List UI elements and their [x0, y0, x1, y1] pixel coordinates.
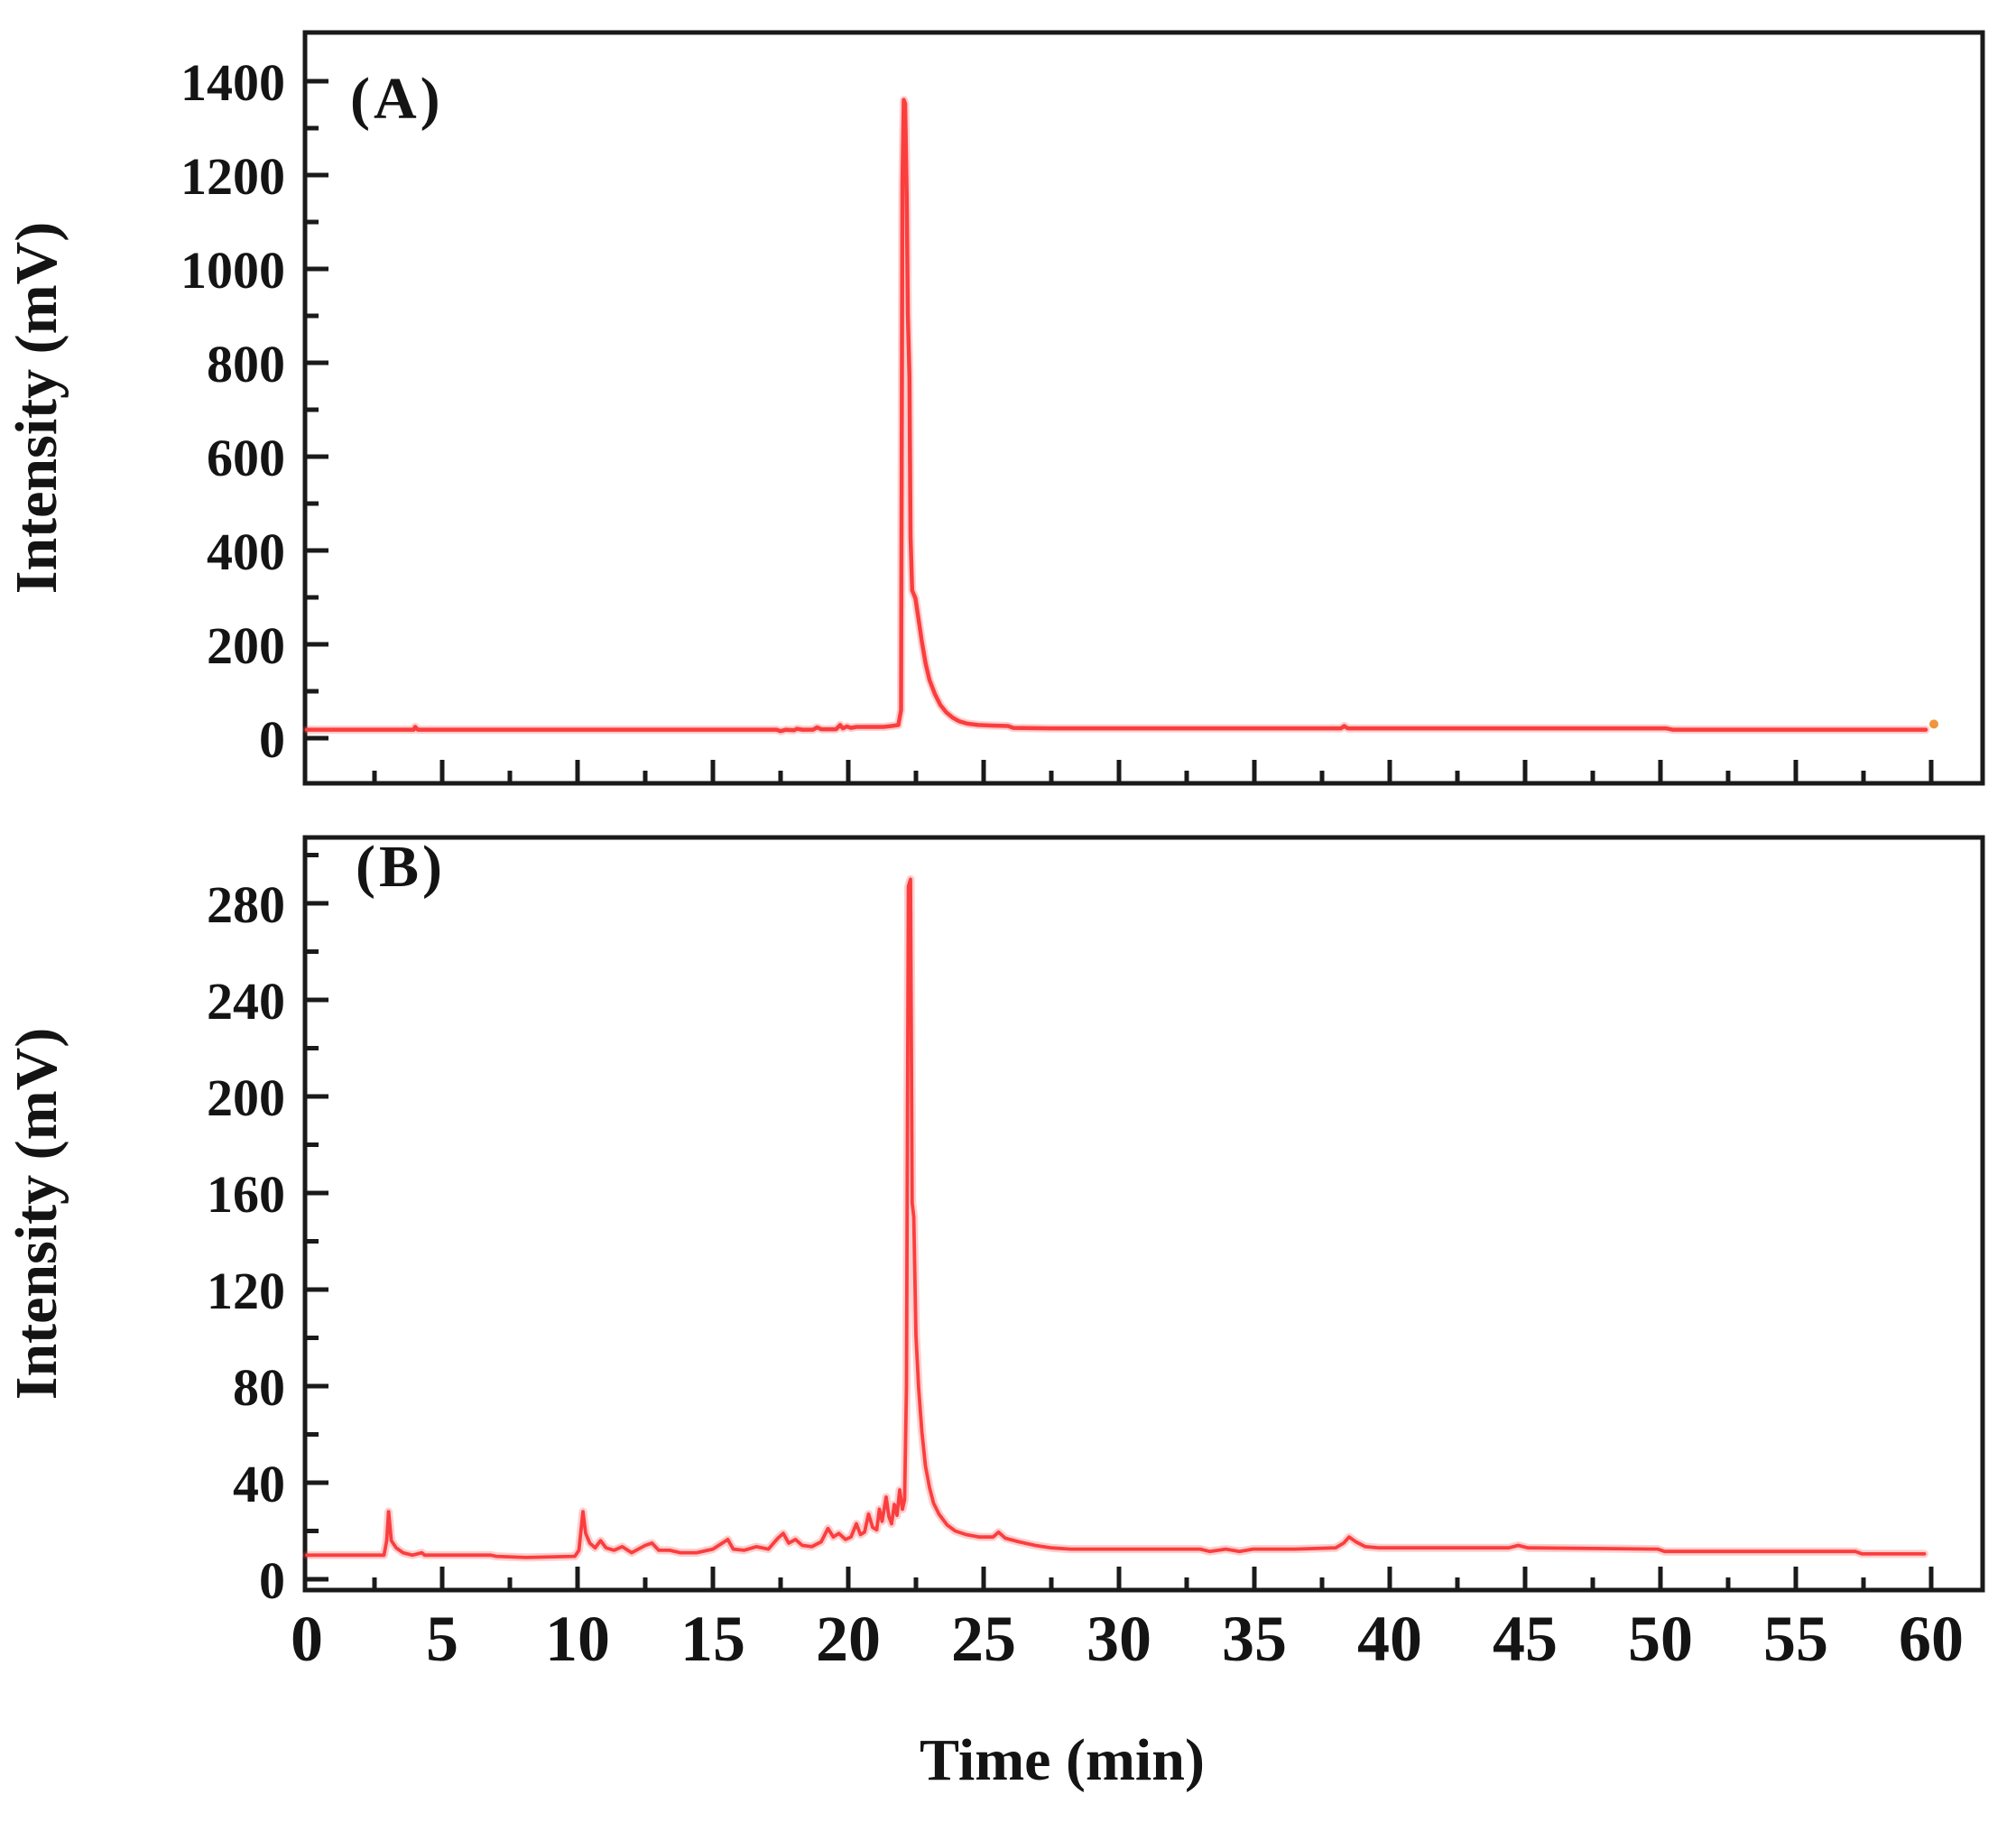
x-tick-label: 55	[1763, 1603, 1828, 1675]
panel-a-plot: 0 200 400 600 800 1000 1200 1400	[180, 30, 1985, 786]
trace-halo-b	[302, 874, 1928, 1562]
y-tick-label: 1000	[180, 241, 285, 300]
x-tick-label: 20	[816, 1603, 881, 1675]
x-tick-label: 45	[1493, 1603, 1558, 1675]
x-tick-label: 60	[1899, 1603, 1964, 1675]
y-tick-label: 240	[207, 972, 285, 1031]
y-tick-label: 120	[207, 1262, 285, 1320]
trace-b	[305, 877, 1927, 1559]
panel-a-letter: (A)	[350, 66, 444, 132]
plot-frame	[302, 835, 1985, 1593]
x-tick-label: 15	[680, 1603, 745, 1675]
endpoint-dot	[1929, 719, 1938, 729]
y-tick-label: 1400	[180, 53, 285, 112]
y-tick-label: 40	[233, 1455, 285, 1513]
x-tick-label: 5	[426, 1603, 458, 1675]
y-tick-label: 200	[207, 616, 285, 675]
panel-b-plot: 0 40 80 120 160 200 240 280 0 5 10 15 20 25 30 35 40 45 50…	[207, 835, 1985, 1675]
x-tick-label: 10	[545, 1603, 610, 1675]
panel-b-letter: (B)	[356, 834, 446, 900]
y-tick-label: 160	[207, 1165, 285, 1224]
x-axis-title: Time (min)	[920, 1727, 1205, 1793]
x-tick-label: 0	[291, 1603, 323, 1675]
trace-halo-a	[302, 96, 1930, 735]
x-tick-label: 35	[1222, 1603, 1287, 1675]
y-tick-label: 80	[233, 1358, 285, 1417]
x-tick-label: 25	[951, 1603, 1016, 1675]
y-tick-label: 0	[259, 710, 285, 769]
x-tick-label: 30	[1087, 1603, 1151, 1675]
y-axis-title-panel-b: Intensity (mV)	[4, 1028, 69, 1400]
x-tick-label: 50	[1628, 1603, 1693, 1675]
trace-a	[304, 97, 1928, 734]
y-tick-label: 600	[207, 429, 285, 487]
x-tick-label: 40	[1357, 1603, 1422, 1675]
y-axis-title-panel-a: Intensity (mV)	[4, 222, 69, 594]
y-tick-label: 280	[207, 875, 285, 934]
y-tick-label: 200	[207, 1068, 285, 1127]
y-tick-label: 0	[259, 1551, 285, 1610]
y-tick-label: 400	[207, 523, 285, 581]
y-tick-label: 800	[207, 335, 285, 393]
y-tick-label: 1200	[180, 147, 285, 206]
plot-frame	[302, 30, 1985, 786]
